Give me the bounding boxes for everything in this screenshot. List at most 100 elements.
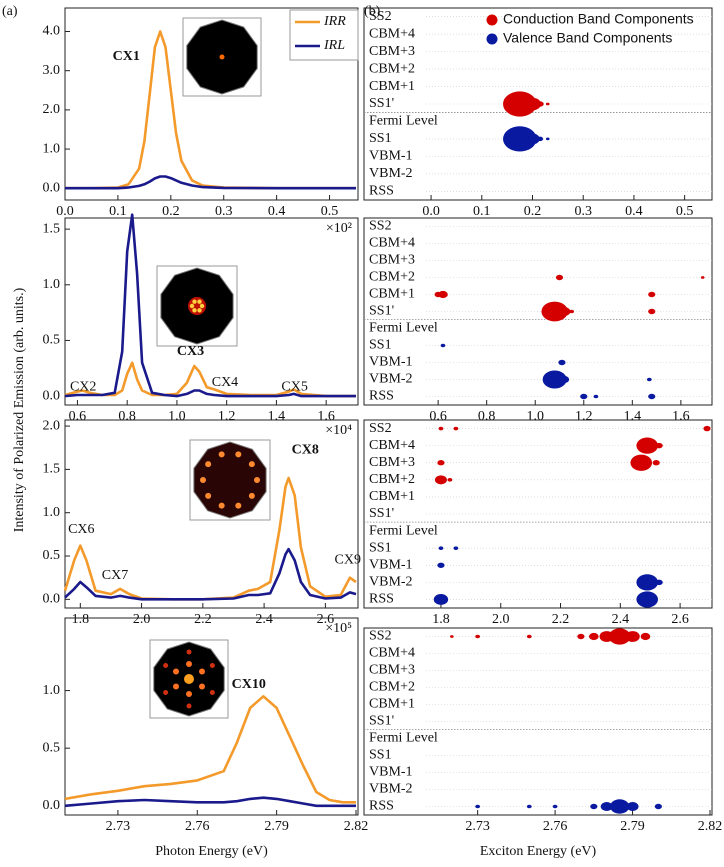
x-tick-label: 0.0 [422, 204, 440, 219]
peak-annotation: CX8 [292, 443, 319, 458]
series-line [64, 547, 357, 601]
inset-spot [197, 308, 202, 313]
bubble [593, 394, 599, 399]
bubble [558, 307, 571, 316]
peak-annotation: CX4 [212, 375, 238, 390]
bubble [453, 546, 459, 550]
bubble [636, 591, 659, 608]
series-line [64, 361, 356, 398]
inset-spot [173, 668, 180, 675]
inset-spot [186, 649, 192, 655]
x-tick-label: 0.1 [473, 204, 491, 219]
level-label: CBM+2 [369, 61, 415, 76]
bubble [555, 274, 564, 281]
bubble [438, 426, 444, 431]
level-label: CBM+4 [369, 438, 415, 453]
inset-spot [163, 690, 169, 695]
inset-spot [184, 674, 194, 684]
y-tick-label: 0.5 [43, 548, 61, 563]
series-line [64, 213, 356, 398]
level-label: SS1' [369, 714, 394, 729]
bubble [654, 803, 662, 810]
level-label: VBM-1 [369, 149, 413, 164]
x-tick-label: 1.4 [624, 409, 642, 424]
x-tick-label: 0.4 [625, 204, 643, 219]
y-tick-label: 1.5 [43, 221, 61, 236]
y-tick-label: 0.0 [43, 180, 61, 195]
inset-spot [200, 477, 206, 483]
y-tick-label: 4.0 [43, 24, 61, 39]
level-label: SS2 [369, 219, 392, 234]
x-tick-label: 2.4 [255, 612, 273, 627]
level-label: SS1 [369, 131, 392, 146]
y-tick-label: 0.0 [43, 592, 61, 607]
peak-annotation: CX7 [102, 568, 128, 583]
peak-annotation: CX2 [70, 379, 96, 394]
x-tick-label: 1.8 [432, 612, 450, 627]
bubble [625, 631, 640, 642]
legend-box [289, 9, 359, 61]
bubble [580, 393, 588, 400]
bubble [589, 632, 599, 641]
y-tick-label: 0.5 [43, 333, 61, 348]
x-tick-label: 2.79 [264, 819, 289, 834]
x-tick-label: 2.2 [194, 612, 212, 627]
x-tick-label: 0.3 [215, 204, 233, 219]
x-tick-label: 2.82 [344, 819, 369, 834]
x-tick-label: 0.3 [574, 204, 592, 219]
inset-pattern [193, 441, 267, 519]
x-tick-label: 1.6 [317, 409, 335, 424]
level-label: CBM+3 [369, 455, 415, 470]
level-label: Fermi Level [369, 114, 438, 129]
bubble [536, 101, 544, 107]
inset-spot [198, 668, 205, 675]
legend-label: IRR [323, 14, 346, 29]
series-line [65, 30, 356, 190]
x-tick-label: 2.76 [185, 819, 210, 834]
y-tick-label: 1.5 [43, 462, 61, 477]
bubble [545, 102, 550, 106]
peak-annotation: CX3 [177, 344, 204, 359]
bubble [652, 460, 660, 466]
x-tick-label: 0.5 [676, 204, 694, 219]
bubble [626, 802, 639, 811]
plot-frame [64, 7, 359, 201]
legend-marker [486, 14, 498, 26]
bubble [610, 799, 630, 814]
level-label: SS2 [369, 9, 392, 24]
peak-annotation: CX1 [113, 49, 140, 64]
inset-spot [192, 299, 197, 304]
y-axis-label: Intensity of Polarized Emission (arb. un… [12, 287, 27, 532]
level-label: CBM+2 [369, 472, 415, 487]
bubble [453, 426, 459, 431]
bubble [434, 475, 447, 485]
inset-spot [198, 683, 205, 690]
x-axis-label: Exciton Energy (eV) [480, 844, 597, 859]
level-label: CBM+3 [369, 663, 415, 678]
bubble [475, 634, 481, 639]
bubble [447, 478, 453, 482]
inset-spot [248, 492, 255, 499]
x-tick-label: 2.76 [543, 819, 568, 834]
y-tick-label: 0.5 [43, 740, 61, 755]
bubble [646, 377, 652, 382]
inset-spot [189, 303, 195, 309]
inset-spot [173, 683, 180, 690]
inset-spot [199, 303, 205, 309]
x-tick-label: 0.6 [69, 409, 87, 424]
inset-spot [205, 492, 212, 499]
level-label: CBM+2 [369, 680, 415, 695]
x-tick-label: 1.0 [526, 409, 544, 424]
bubble [559, 375, 570, 384]
bubble [440, 343, 446, 348]
inset-spot [248, 461, 255, 468]
level-label: VBM-1 [369, 355, 413, 370]
y-tick-label: 2.0 [43, 102, 61, 117]
bubble [503, 91, 537, 117]
x-tick-label: 0.8 [118, 409, 136, 424]
level-label: VBM-2 [369, 782, 413, 797]
bubble [608, 628, 631, 645]
y-tick-label: 3.0 [43, 63, 61, 78]
plot-frame [64, 617, 359, 816]
y-tick-label: 1.0 [43, 683, 61, 698]
